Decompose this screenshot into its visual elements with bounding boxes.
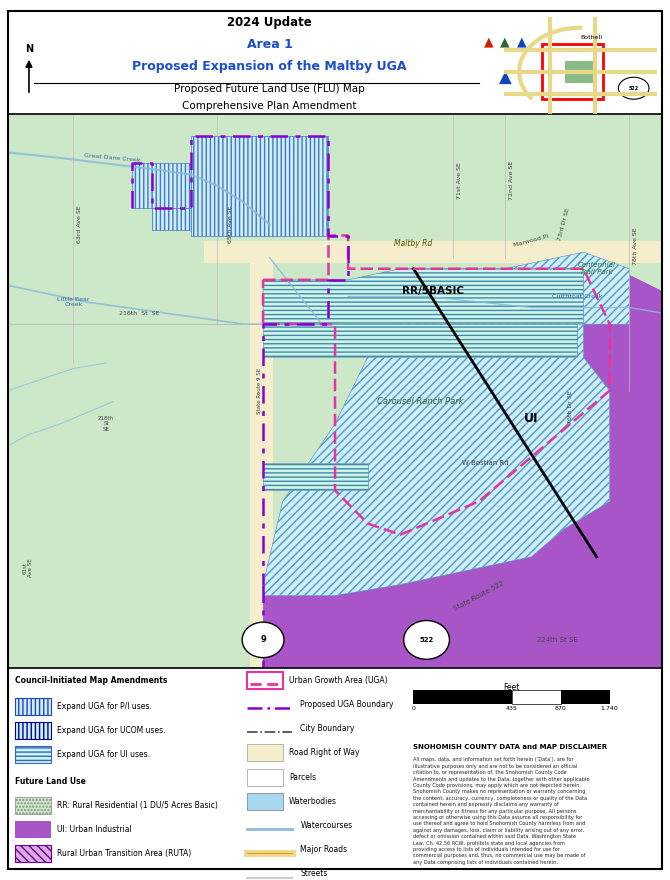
Polygon shape xyxy=(565,61,596,83)
Text: Cutthroat Creek: Cutthroat Creek xyxy=(551,294,602,299)
Text: Great Dane Creek: Great Dane Creek xyxy=(84,153,141,163)
Circle shape xyxy=(403,620,450,659)
Bar xyxy=(413,690,512,704)
Text: 73rd Dr SE: 73rd Dr SE xyxy=(557,208,571,241)
Text: Major Roads: Major Roads xyxy=(300,845,348,854)
Polygon shape xyxy=(348,512,662,668)
Bar xyxy=(512,690,561,704)
Text: 218th
St
SE: 218th St SE xyxy=(98,415,114,432)
Polygon shape xyxy=(263,324,577,357)
Text: Area 1: Area 1 xyxy=(247,39,293,51)
Text: ▲: ▲ xyxy=(498,69,511,86)
Bar xyxy=(15,796,50,814)
Polygon shape xyxy=(263,268,584,324)
Text: Waterbodies: Waterbodies xyxy=(289,796,337,806)
Text: Future Land Use: Future Land Use xyxy=(15,776,86,786)
Text: State Route 522: State Route 522 xyxy=(453,580,505,612)
Text: N: N xyxy=(25,44,33,54)
Polygon shape xyxy=(263,463,368,490)
Text: Road Right of Way: Road Right of Way xyxy=(289,748,360,758)
Text: Centennial
Trail Park: Centennial Trail Park xyxy=(578,262,616,275)
Text: 870: 870 xyxy=(555,706,566,711)
Text: 76th Dr SE: 76th Dr SE xyxy=(568,391,573,424)
Text: Bothell: Bothell xyxy=(580,34,602,40)
Text: RR: Rural Residential (1 DU/5 Acres Basic): RR: Rural Residential (1 DU/5 Acres Basi… xyxy=(57,801,218,810)
Text: W Bostian Rd: W Bostian Rd xyxy=(462,459,509,466)
Text: 522: 522 xyxy=(419,637,433,643)
Text: 71st Ave SE: 71st Ave SE xyxy=(457,162,462,199)
Text: 435: 435 xyxy=(506,706,517,711)
Text: Expand UGA for P/I uses.: Expand UGA for P/I uses. xyxy=(57,702,152,711)
Text: Expand UGA for UCOM uses.: Expand UGA for UCOM uses. xyxy=(57,726,165,735)
Text: Streets: Streets xyxy=(300,869,328,878)
Bar xyxy=(542,44,603,99)
Text: 72nd Ave SE: 72nd Ave SE xyxy=(509,160,514,200)
Text: All maps, data, and information set forth herein (‘Data’), are for
illustrative : All maps, data, and information set fort… xyxy=(413,758,590,865)
Text: Proposed Expansion of the Maltby UGA: Proposed Expansion of the Maltby UGA xyxy=(133,60,407,73)
Bar xyxy=(15,722,50,739)
Bar xyxy=(247,768,283,786)
Text: State Route 9 SE: State Route 9 SE xyxy=(257,368,262,414)
Polygon shape xyxy=(263,252,629,596)
Text: 0: 0 xyxy=(411,706,415,711)
Text: 9: 9 xyxy=(260,635,266,644)
Text: Little Bear
Creek: Little Bear Creek xyxy=(57,297,90,307)
Text: SNOHOMISH COUNTY DATA and MAP DISCLAIMER: SNOHOMISH COUNTY DATA and MAP DISCLAIMER xyxy=(413,744,608,751)
Polygon shape xyxy=(132,164,191,208)
Text: 216th  St  SE: 216th St SE xyxy=(119,311,159,316)
Bar xyxy=(247,744,283,761)
Polygon shape xyxy=(263,252,662,668)
Text: UI: Urban Industrial: UI: Urban Industrial xyxy=(57,825,132,834)
Bar xyxy=(561,690,610,704)
Polygon shape xyxy=(191,136,328,236)
Bar xyxy=(247,793,283,810)
Text: Carousel Ranch Park: Carousel Ranch Park xyxy=(377,397,464,407)
Text: Proposed UGA Boundary: Proposed UGA Boundary xyxy=(300,700,394,709)
Text: Expand UGA for UI uses.: Expand UGA for UI uses. xyxy=(57,751,150,759)
Text: 78th Ave SE: 78th Ave SE xyxy=(633,228,639,266)
Text: RR/5BASIC: RR/5BASIC xyxy=(402,286,464,296)
Text: Urban Growth Area (UGA): Urban Growth Area (UGA) xyxy=(289,676,388,685)
Text: ▲: ▲ xyxy=(484,35,494,48)
Text: ▲: ▲ xyxy=(517,35,526,48)
Text: ▲: ▲ xyxy=(500,35,510,48)
Bar xyxy=(15,821,50,838)
Text: 61st
Ave SE: 61st Ave SE xyxy=(22,559,33,577)
Text: Watercourses: Watercourses xyxy=(300,821,352,830)
Bar xyxy=(15,746,50,764)
Text: Maltby Rd: Maltby Rd xyxy=(395,239,433,248)
Text: 224th St SE: 224th St SE xyxy=(537,637,578,643)
Text: Feet: Feet xyxy=(503,683,520,692)
Text: UI: UI xyxy=(524,412,539,425)
Text: 63rd Ave SE: 63rd Ave SE xyxy=(78,206,82,243)
Bar xyxy=(247,671,283,689)
Text: City Boundary: City Boundary xyxy=(300,724,354,733)
Circle shape xyxy=(618,77,649,99)
Polygon shape xyxy=(152,208,191,230)
Text: Comprehensive Plan Amendment: Comprehensive Plan Amendment xyxy=(182,101,357,111)
Bar xyxy=(250,258,273,668)
Text: Council-Initiated Map Amendments: Council-Initiated Map Amendments xyxy=(15,676,167,685)
Text: 522: 522 xyxy=(628,85,639,91)
Text: Marwood Pl: Marwood Pl xyxy=(513,234,549,248)
Text: Rural Urban Transition Area (RUTA): Rural Urban Transition Area (RUTA) xyxy=(57,849,192,858)
Circle shape xyxy=(242,622,284,657)
Text: 1,740: 1,740 xyxy=(601,706,618,711)
Bar xyxy=(15,698,50,715)
Text: Parcels: Parcels xyxy=(289,773,316,781)
Bar xyxy=(15,845,50,862)
Bar xyxy=(204,241,662,263)
Text: 65th Ave SE: 65th Ave SE xyxy=(228,206,233,243)
Text: 2024 Update: 2024 Update xyxy=(227,16,312,29)
Text: Proposed Future Land Use (FLU) Map: Proposed Future Land Use (FLU) Map xyxy=(174,84,365,94)
